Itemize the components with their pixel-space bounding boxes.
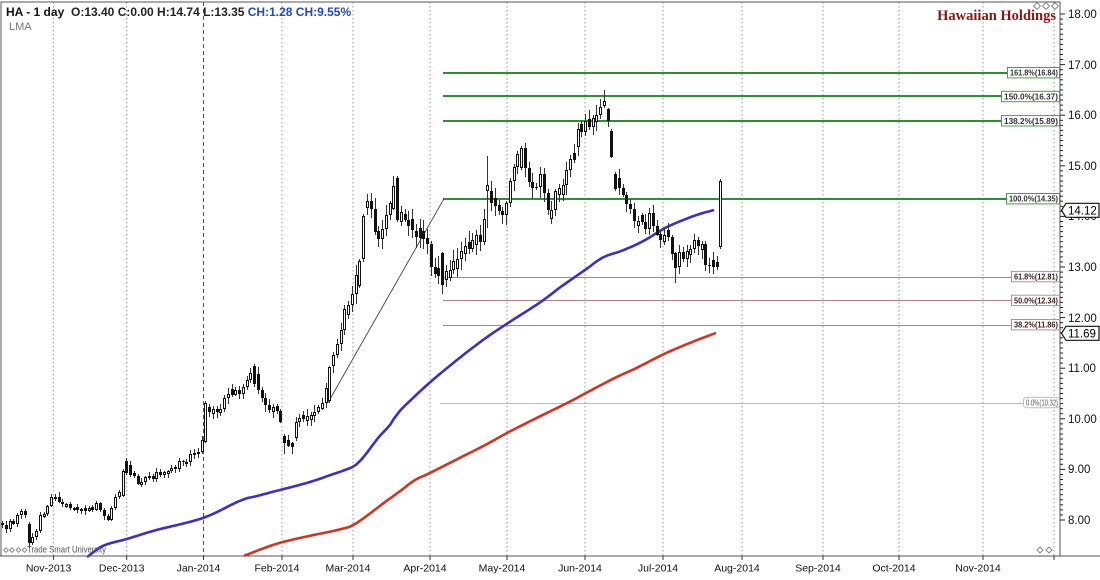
svg-text:11.69: 11.69 [1068,328,1096,340]
svg-text:16.00: 16.00 [1068,110,1097,122]
svg-text:Apr-2014: Apr-2014 [403,563,446,575]
svg-text:18.00: 18.00 [1068,9,1097,21]
svg-text:Mar-2014: Mar-2014 [326,563,371,575]
svg-text:100.0%(14.35): 100.0%(14.35) [1009,195,1058,204]
svg-text:15.00: 15.00 [1068,161,1097,173]
svg-text:Aug-2014: Aug-2014 [714,563,760,575]
svg-text:0.0%(10.32): 0.0%(10.32) [1026,399,1058,408]
svg-text:Nov-2013: Nov-2013 [26,563,72,575]
svg-text:Jan-2014: Jan-2014 [177,563,221,575]
svg-text:150.0%(16.37): 150.0%(16.37) [1004,93,1058,102]
svg-text:50.0%(12.34): 50.0%(12.34) [1014,296,1058,305]
svg-text:May-2014: May-2014 [479,563,526,575]
svg-text:161.8%(16.84): 161.8%(16.84) [1010,69,1058,78]
svg-text:O:13.40 C:0.00 H:14.74 L:13.35: O:13.40 C:0.00 H:14.74 L:13.35 CH:1.28 C… [71,5,351,19]
svg-text:Trade Smart University: Trade Smart University [27,545,107,555]
svg-text:Hawaiian Holdings: Hawaiian Holdings [937,8,1056,24]
svg-text:138.2%(15.89): 138.2%(15.89) [1004,117,1058,126]
svg-text:HA - 1 day: HA - 1 day [6,5,65,19]
svg-text:Dec-2013: Dec-2013 [99,563,145,575]
svg-text:Sep-2014: Sep-2014 [795,563,841,575]
svg-text:Jun-2014: Jun-2014 [558,563,602,575]
svg-text:Jul-2014: Jul-2014 [638,563,678,575]
svg-text:11.00: 11.00 [1068,363,1096,375]
svg-text:Nov-2014: Nov-2014 [955,563,1001,575]
svg-text:Feb-2014: Feb-2014 [255,563,300,575]
svg-text:Oct-2014: Oct-2014 [872,563,915,575]
svg-text:14.12: 14.12 [1068,205,1097,217]
svg-text:13.00: 13.00 [1068,262,1097,274]
svg-text:12.00: 12.00 [1068,313,1097,325]
svg-text:LMA: LMA [9,21,32,33]
svg-text:61.8%(12.81): 61.8%(12.81) [1014,273,1058,282]
svg-text:17.00: 17.00 [1068,60,1097,72]
svg-text:9.00: 9.00 [1068,464,1090,476]
svg-text:10.00: 10.00 [1068,414,1097,426]
svg-text:8.00: 8.00 [1068,515,1090,527]
svg-text:38.2%(11.86): 38.2%(11.86) [1014,321,1058,330]
